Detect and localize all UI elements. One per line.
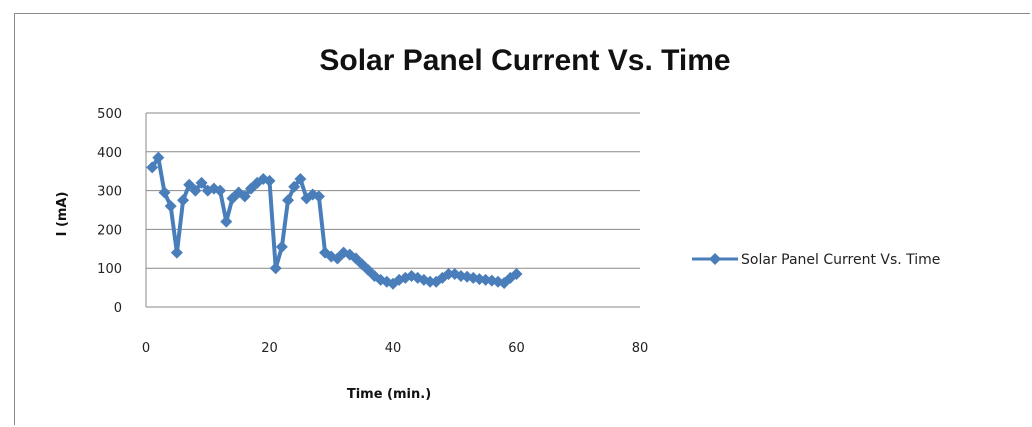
y-tick-label: 500 bbox=[97, 107, 122, 122]
x-tick-label: 0 bbox=[142, 341, 150, 356]
x-tick-labels: 0 20 40 60 80 bbox=[142, 341, 648, 356]
data-point-marker bbox=[294, 172, 307, 185]
data-point-marker bbox=[195, 176, 208, 189]
data-point-marker bbox=[214, 184, 227, 197]
legend-marker-icon bbox=[709, 253, 721, 265]
chart-title: Solar Panel Current Vs. Time bbox=[319, 44, 730, 77]
data-point-marker bbox=[269, 262, 282, 275]
data-point-marker bbox=[164, 200, 177, 213]
data-point-marker bbox=[312, 190, 325, 203]
data-point-marker bbox=[442, 268, 455, 281]
series-polyline bbox=[150, 155, 518, 286]
data-point-marker bbox=[177, 194, 190, 207]
gridlines bbox=[146, 112, 640, 269]
chart-frame bbox=[14, 13, 1030, 425]
data-point-marker bbox=[158, 186, 171, 199]
legend-label: Solar Panel Current Vs. Time bbox=[741, 252, 940, 268]
y-tick-label: 400 bbox=[97, 146, 122, 161]
data-point-marker bbox=[282, 194, 295, 207]
data-point-marker bbox=[238, 190, 251, 203]
series-line bbox=[146, 151, 523, 290]
data-point-marker bbox=[170, 246, 183, 259]
y-axis-label: I (mA) bbox=[55, 192, 70, 237]
y-tick-label: 300 bbox=[97, 185, 122, 200]
y-tick-label: 100 bbox=[97, 262, 122, 277]
data-point-marker bbox=[510, 268, 523, 281]
x-tick-label: 20 bbox=[261, 341, 278, 356]
data-point-marker bbox=[152, 151, 165, 164]
data-point-marker bbox=[146, 161, 159, 174]
data-point-marker bbox=[424, 275, 437, 288]
x-tick-label: 80 bbox=[632, 341, 649, 356]
axes bbox=[145, 113, 640, 308]
y-tick-labels: 0 100 200 300 400 500 bbox=[97, 107, 122, 316]
data-point-marker bbox=[189, 184, 202, 197]
y-tick-label: 0 bbox=[114, 301, 122, 316]
x-axis-label: Time (min.) bbox=[347, 387, 431, 402]
data-point-marker bbox=[275, 240, 288, 253]
x-tick-label: 40 bbox=[385, 341, 402, 356]
y-tick-label: 200 bbox=[97, 223, 122, 238]
x-tick-label: 60 bbox=[508, 341, 525, 356]
data-point-marker bbox=[263, 174, 276, 187]
data-point-marker bbox=[288, 180, 301, 193]
legend: Solar Panel Current Vs. Time bbox=[692, 252, 940, 268]
data-point-marker bbox=[220, 215, 233, 228]
